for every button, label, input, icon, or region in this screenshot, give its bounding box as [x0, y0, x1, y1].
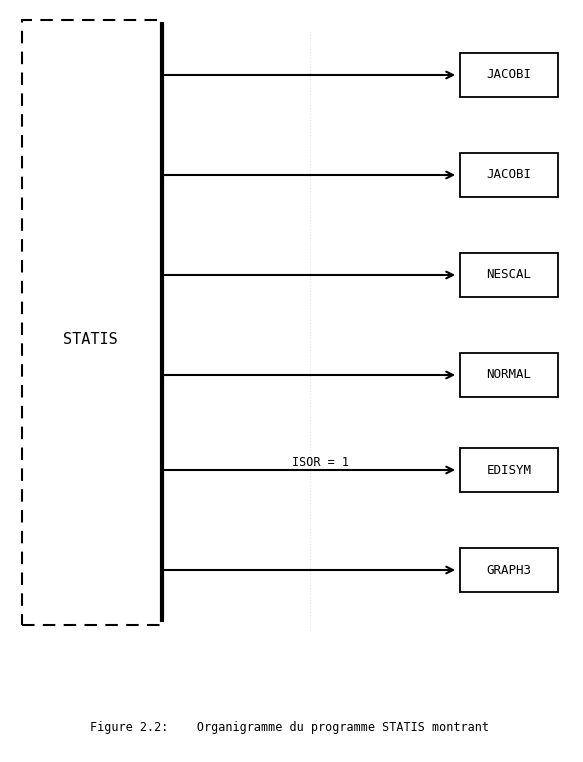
- Text: ISOR = 1: ISOR = 1: [292, 456, 349, 469]
- Text: STATIS: STATIS: [62, 332, 117, 347]
- Text: NESCAL: NESCAL: [486, 268, 532, 281]
- Text: GRAPH3: GRAPH3: [486, 564, 532, 577]
- Bar: [460, 53, 558, 97]
- Text: EDISYM: EDISYM: [486, 463, 532, 476]
- Bar: [460, 253, 558, 297]
- Text: NORMAL: NORMAL: [486, 369, 532, 382]
- Text: JACOBI: JACOBI: [486, 168, 532, 181]
- Text: Figure 2.2:    Organigramme du programme STATIS montrant: Figure 2.2: Organigramme du programme ST…: [90, 722, 490, 735]
- Bar: [460, 353, 558, 397]
- Bar: [460, 448, 558, 492]
- Bar: [460, 153, 558, 197]
- Bar: [22, 20, 162, 625]
- Text: JACOBI: JACOBI: [486, 69, 532, 82]
- Bar: [460, 548, 558, 592]
